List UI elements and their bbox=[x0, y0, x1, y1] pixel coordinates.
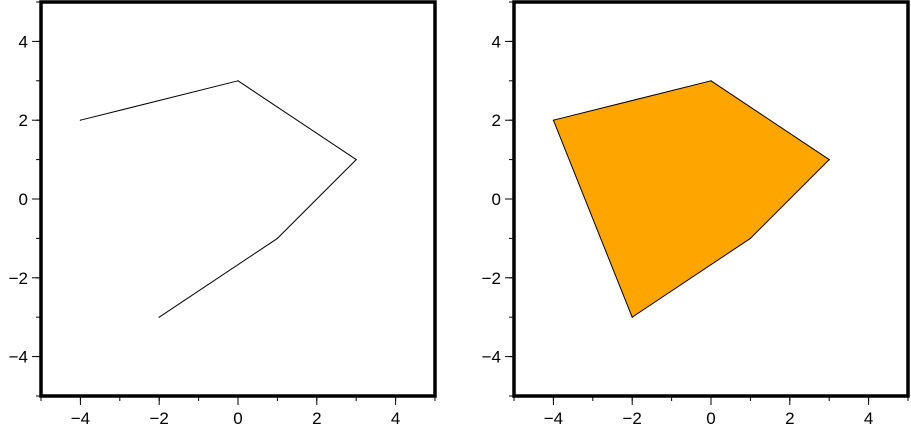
y-tick-label: 4 bbox=[19, 32, 28, 51]
x-tick-label: −2 bbox=[623, 409, 642, 428]
y-tick-label: −2 bbox=[9, 269, 28, 288]
y-tick-label: −4 bbox=[9, 348, 28, 367]
right-panel: −4 −2 0 2 4 −4 −2 0 2 4 bbox=[482, 0, 910, 428]
x-tick-label: −4 bbox=[71, 409, 90, 428]
y-tick-label: 0 bbox=[492, 190, 501, 209]
data-point bbox=[631, 316, 633, 318]
x-tick-label: −4 bbox=[544, 409, 563, 428]
y-tick-label: −4 bbox=[482, 348, 501, 367]
data-point bbox=[158, 316, 160, 318]
plot-frame bbox=[39, 0, 437, 398]
data-point bbox=[237, 80, 239, 82]
x-tick-label: −2 bbox=[150, 409, 169, 428]
x-tick-label: 2 bbox=[785, 409, 794, 428]
x-tick-label: 0 bbox=[706, 409, 715, 428]
y-tick-label: −2 bbox=[482, 269, 501, 288]
data-point bbox=[828, 159, 830, 161]
filled-polygon bbox=[552, 80, 830, 318]
y-tick-label: 0 bbox=[19, 190, 28, 209]
x-tick-label: 4 bbox=[391, 409, 400, 428]
data-point bbox=[552, 119, 555, 121]
x-tick-label: 2 bbox=[312, 409, 321, 428]
plot-area bbox=[41, 2, 435, 396]
plot-frame bbox=[512, 0, 910, 398]
y-tick-label: 4 bbox=[492, 32, 501, 51]
x-tick-label: 4 bbox=[864, 409, 873, 428]
x-tick-label: 0 bbox=[233, 409, 242, 428]
data-point bbox=[355, 159, 357, 161]
data-point bbox=[749, 237, 752, 239]
data-point bbox=[276, 237, 278, 239]
y-tick-label: 2 bbox=[492, 111, 501, 130]
data-point bbox=[79, 119, 81, 121]
left-panel: −4 −2 0 2 4 −4 −2 0 2 4 bbox=[9, 0, 437, 428]
y-tick-label: 2 bbox=[19, 111, 28, 130]
data-point bbox=[710, 80, 712, 82]
